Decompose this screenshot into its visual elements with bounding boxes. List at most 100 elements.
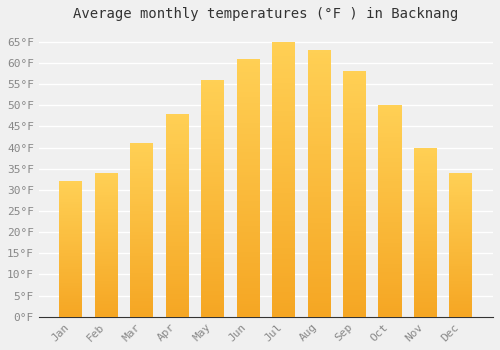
Bar (95, 310, 118, 311)
Bar (201, 80, 224, 82)
Bar (414, 178, 437, 180)
Bar (450, 276, 472, 278)
Bar (130, 222, 154, 223)
Bar (308, 165, 330, 168)
Bar (60, 296, 82, 298)
Bar (236, 159, 260, 162)
Bar (166, 270, 189, 272)
Bar (378, 256, 402, 258)
Bar (201, 243, 224, 246)
Bar (343, 275, 366, 278)
Bar (166, 154, 189, 156)
Bar (414, 271, 437, 273)
Bar (60, 304, 82, 306)
Bar (414, 308, 437, 310)
Bar (166, 116, 189, 118)
Bar (201, 127, 224, 130)
Bar (308, 272, 330, 274)
Bar (308, 160, 330, 162)
Bar (236, 116, 260, 118)
Bar (343, 202, 366, 204)
Bar (308, 157, 330, 160)
Bar (130, 209, 154, 211)
Bar (414, 276, 437, 278)
Bar (308, 226, 330, 229)
Bar (450, 208, 472, 209)
Bar (450, 209, 472, 210)
Bar (343, 248, 366, 251)
Bar (343, 187, 366, 189)
Bar (201, 189, 224, 191)
Bar (343, 221, 366, 224)
Bar (343, 118, 366, 120)
Bar (450, 189, 472, 190)
Bar (95, 242, 118, 244)
Bar (450, 271, 472, 272)
Bar (130, 148, 154, 150)
Bar (378, 219, 402, 222)
Bar (308, 112, 330, 114)
Bar (450, 311, 472, 313)
Bar (95, 186, 118, 187)
Bar (201, 300, 224, 303)
Bar (414, 220, 437, 222)
Bar (166, 288, 189, 290)
Bar (130, 225, 154, 226)
Bar (166, 280, 189, 282)
Bar (130, 240, 154, 242)
Bar (130, 293, 154, 294)
Bar (414, 185, 437, 187)
Bar (308, 90, 330, 93)
Bar (166, 158, 189, 160)
Bar (414, 268, 437, 270)
Bar (166, 240, 189, 242)
Bar (95, 261, 118, 262)
Bar (343, 86, 366, 89)
Bar (130, 260, 154, 261)
Bar (272, 124, 295, 127)
Bar (130, 246, 154, 247)
Bar (130, 253, 154, 254)
Bar (450, 300, 472, 301)
Bar (236, 245, 260, 247)
Bar (450, 174, 472, 176)
Bar (414, 227, 437, 229)
Bar (272, 259, 295, 262)
Bar (343, 142, 366, 145)
Bar (95, 187, 118, 189)
Bar (343, 295, 366, 297)
Bar (95, 292, 118, 294)
Bar (343, 101, 366, 103)
Bar (60, 290, 82, 291)
Bar (201, 295, 224, 298)
Bar (95, 285, 118, 287)
Bar (130, 223, 154, 225)
Bar (308, 122, 330, 125)
Bar (450, 200, 472, 202)
Bar (414, 163, 437, 164)
Bar (343, 256, 366, 258)
Bar (378, 245, 402, 247)
Bar (343, 155, 366, 157)
Bar (414, 288, 437, 290)
Bar (343, 260, 366, 263)
Bar (308, 261, 330, 264)
Bar (450, 274, 472, 275)
Bar (272, 275, 295, 278)
Bar (378, 158, 402, 160)
Bar (272, 105, 295, 108)
Bar (201, 215, 224, 217)
Bar (236, 69, 260, 72)
Bar (308, 114, 330, 117)
Bar (308, 280, 330, 282)
Bar (95, 233, 118, 235)
Bar (166, 307, 189, 309)
Bar (130, 300, 154, 301)
Bar (414, 310, 437, 312)
Bar (378, 283, 402, 285)
Bar (414, 149, 437, 151)
Bar (450, 213, 472, 215)
Bar (450, 244, 472, 245)
Bar (201, 198, 224, 201)
Bar (378, 160, 402, 162)
